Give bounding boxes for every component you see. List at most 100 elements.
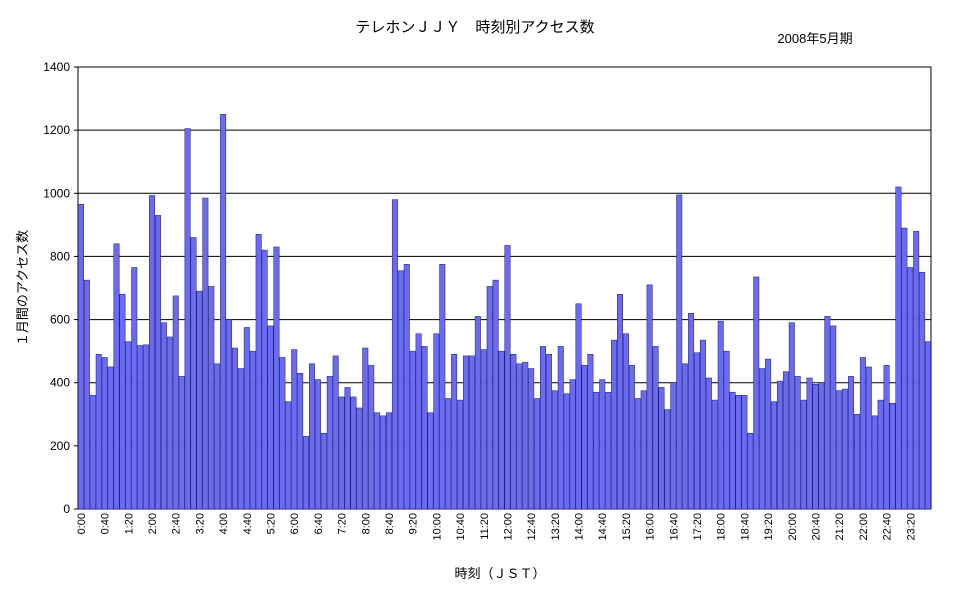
x-tick-label: 14:40	[597, 513, 609, 541]
bar	[516, 363, 523, 510]
y-tick-label: 800	[50, 249, 70, 263]
x-tick-label: 22:00	[858, 513, 870, 541]
bar	[646, 284, 653, 510]
bar	[634, 398, 641, 510]
bar	[303, 436, 310, 510]
bar	[723, 350, 730, 510]
y-axis-ticks: 0 200 400 600 800 1000 1200 1400	[43, 60, 78, 516]
bar	[753, 276, 760, 510]
bar	[415, 333, 422, 510]
bar	[859, 357, 866, 510]
bar	[658, 387, 665, 510]
bar	[711, 399, 718, 510]
y-tick-label: 200	[50, 439, 70, 453]
bar	[386, 412, 392, 510]
bar	[824, 316, 831, 510]
x-tick-label: 0:40	[100, 513, 112, 534]
x-tick-label: 2:40	[171, 513, 183, 534]
bar	[605, 391, 612, 510]
x-tick-label: 18:40	[739, 513, 751, 541]
x-tick-label: 16:40	[668, 513, 680, 541]
bar	[314, 379, 321, 510]
bar	[178, 376, 185, 510]
bar	[445, 398, 452, 510]
bar	[652, 346, 659, 510]
x-tick-label: 2:00	[147, 513, 159, 534]
bar	[729, 391, 736, 510]
x-tick-label: 17:20	[692, 513, 704, 541]
bar	[451, 354, 458, 510]
bar	[800, 399, 807, 510]
bar	[202, 197, 209, 510]
x-tick-label: 23:20	[905, 513, 917, 541]
x-tick-label: 10:00	[431, 513, 443, 541]
x-tick-label: 14:00	[574, 513, 586, 541]
bar	[640, 390, 647, 510]
bar	[551, 390, 558, 510]
bar	[842, 388, 849, 510]
bar	[587, 354, 594, 510]
bar	[220, 114, 227, 510]
bar	[617, 294, 623, 510]
bar	[184, 128, 191, 510]
bar	[771, 401, 777, 510]
bar	[694, 352, 700, 510]
bar	[563, 393, 570, 510]
bar	[498, 350, 505, 510]
bar	[468, 355, 475, 510]
bar	[421, 346, 428, 510]
bar	[853, 414, 860, 510]
bar	[439, 264, 446, 510]
x-tick-label: 9:20	[408, 513, 420, 534]
bar	[818, 382, 825, 510]
x-tick-label: 3:20	[194, 513, 206, 534]
bar	[89, 395, 96, 510]
bar	[528, 368, 535, 510]
bar	[362, 347, 369, 510]
bar	[480, 349, 487, 510]
x-tick-label: 16:00	[645, 513, 657, 541]
bar	[374, 412, 381, 510]
bar	[836, 390, 843, 510]
bar	[611, 339, 618, 510]
x-tick-label: 5:20	[266, 513, 278, 534]
bar	[705, 377, 712, 510]
bar	[782, 371, 789, 510]
bar	[794, 376, 801, 510]
bar	[688, 313, 695, 510]
bar	[593, 391, 600, 510]
bar	[137, 345, 144, 510]
bar	[320, 432, 327, 510]
y-tick-label: 400	[50, 376, 70, 390]
bar	[338, 396, 345, 510]
x-tick-label: 19:20	[763, 513, 775, 541]
bar	[160, 322, 167, 510]
bar	[463, 355, 469, 510]
bar	[391, 199, 398, 510]
bar	[682, 363, 689, 510]
bar	[901, 227, 908, 510]
bar	[895, 186, 902, 510]
bar	[504, 245, 511, 510]
bar	[776, 380, 783, 510]
bar	[113, 243, 120, 510]
x-tick-label: 15:20	[621, 513, 633, 541]
bar	[409, 350, 416, 510]
bar	[309, 363, 315, 510]
bar	[913, 230, 920, 510]
bar	[575, 303, 582, 510]
bar	[344, 387, 351, 510]
x-tick-label: 4:40	[242, 513, 254, 534]
bar	[889, 402, 896, 510]
bar	[237, 368, 244, 510]
x-tick-label: 12:40	[526, 513, 538, 541]
bars	[77, 114, 932, 510]
bar	[812, 384, 819, 510]
bar	[806, 377, 813, 510]
bar	[172, 295, 179, 510]
bar	[249, 350, 256, 510]
y-tick-label: 600	[50, 313, 70, 327]
bar	[474, 316, 481, 510]
bar	[581, 365, 588, 510]
bar	[522, 361, 529, 510]
